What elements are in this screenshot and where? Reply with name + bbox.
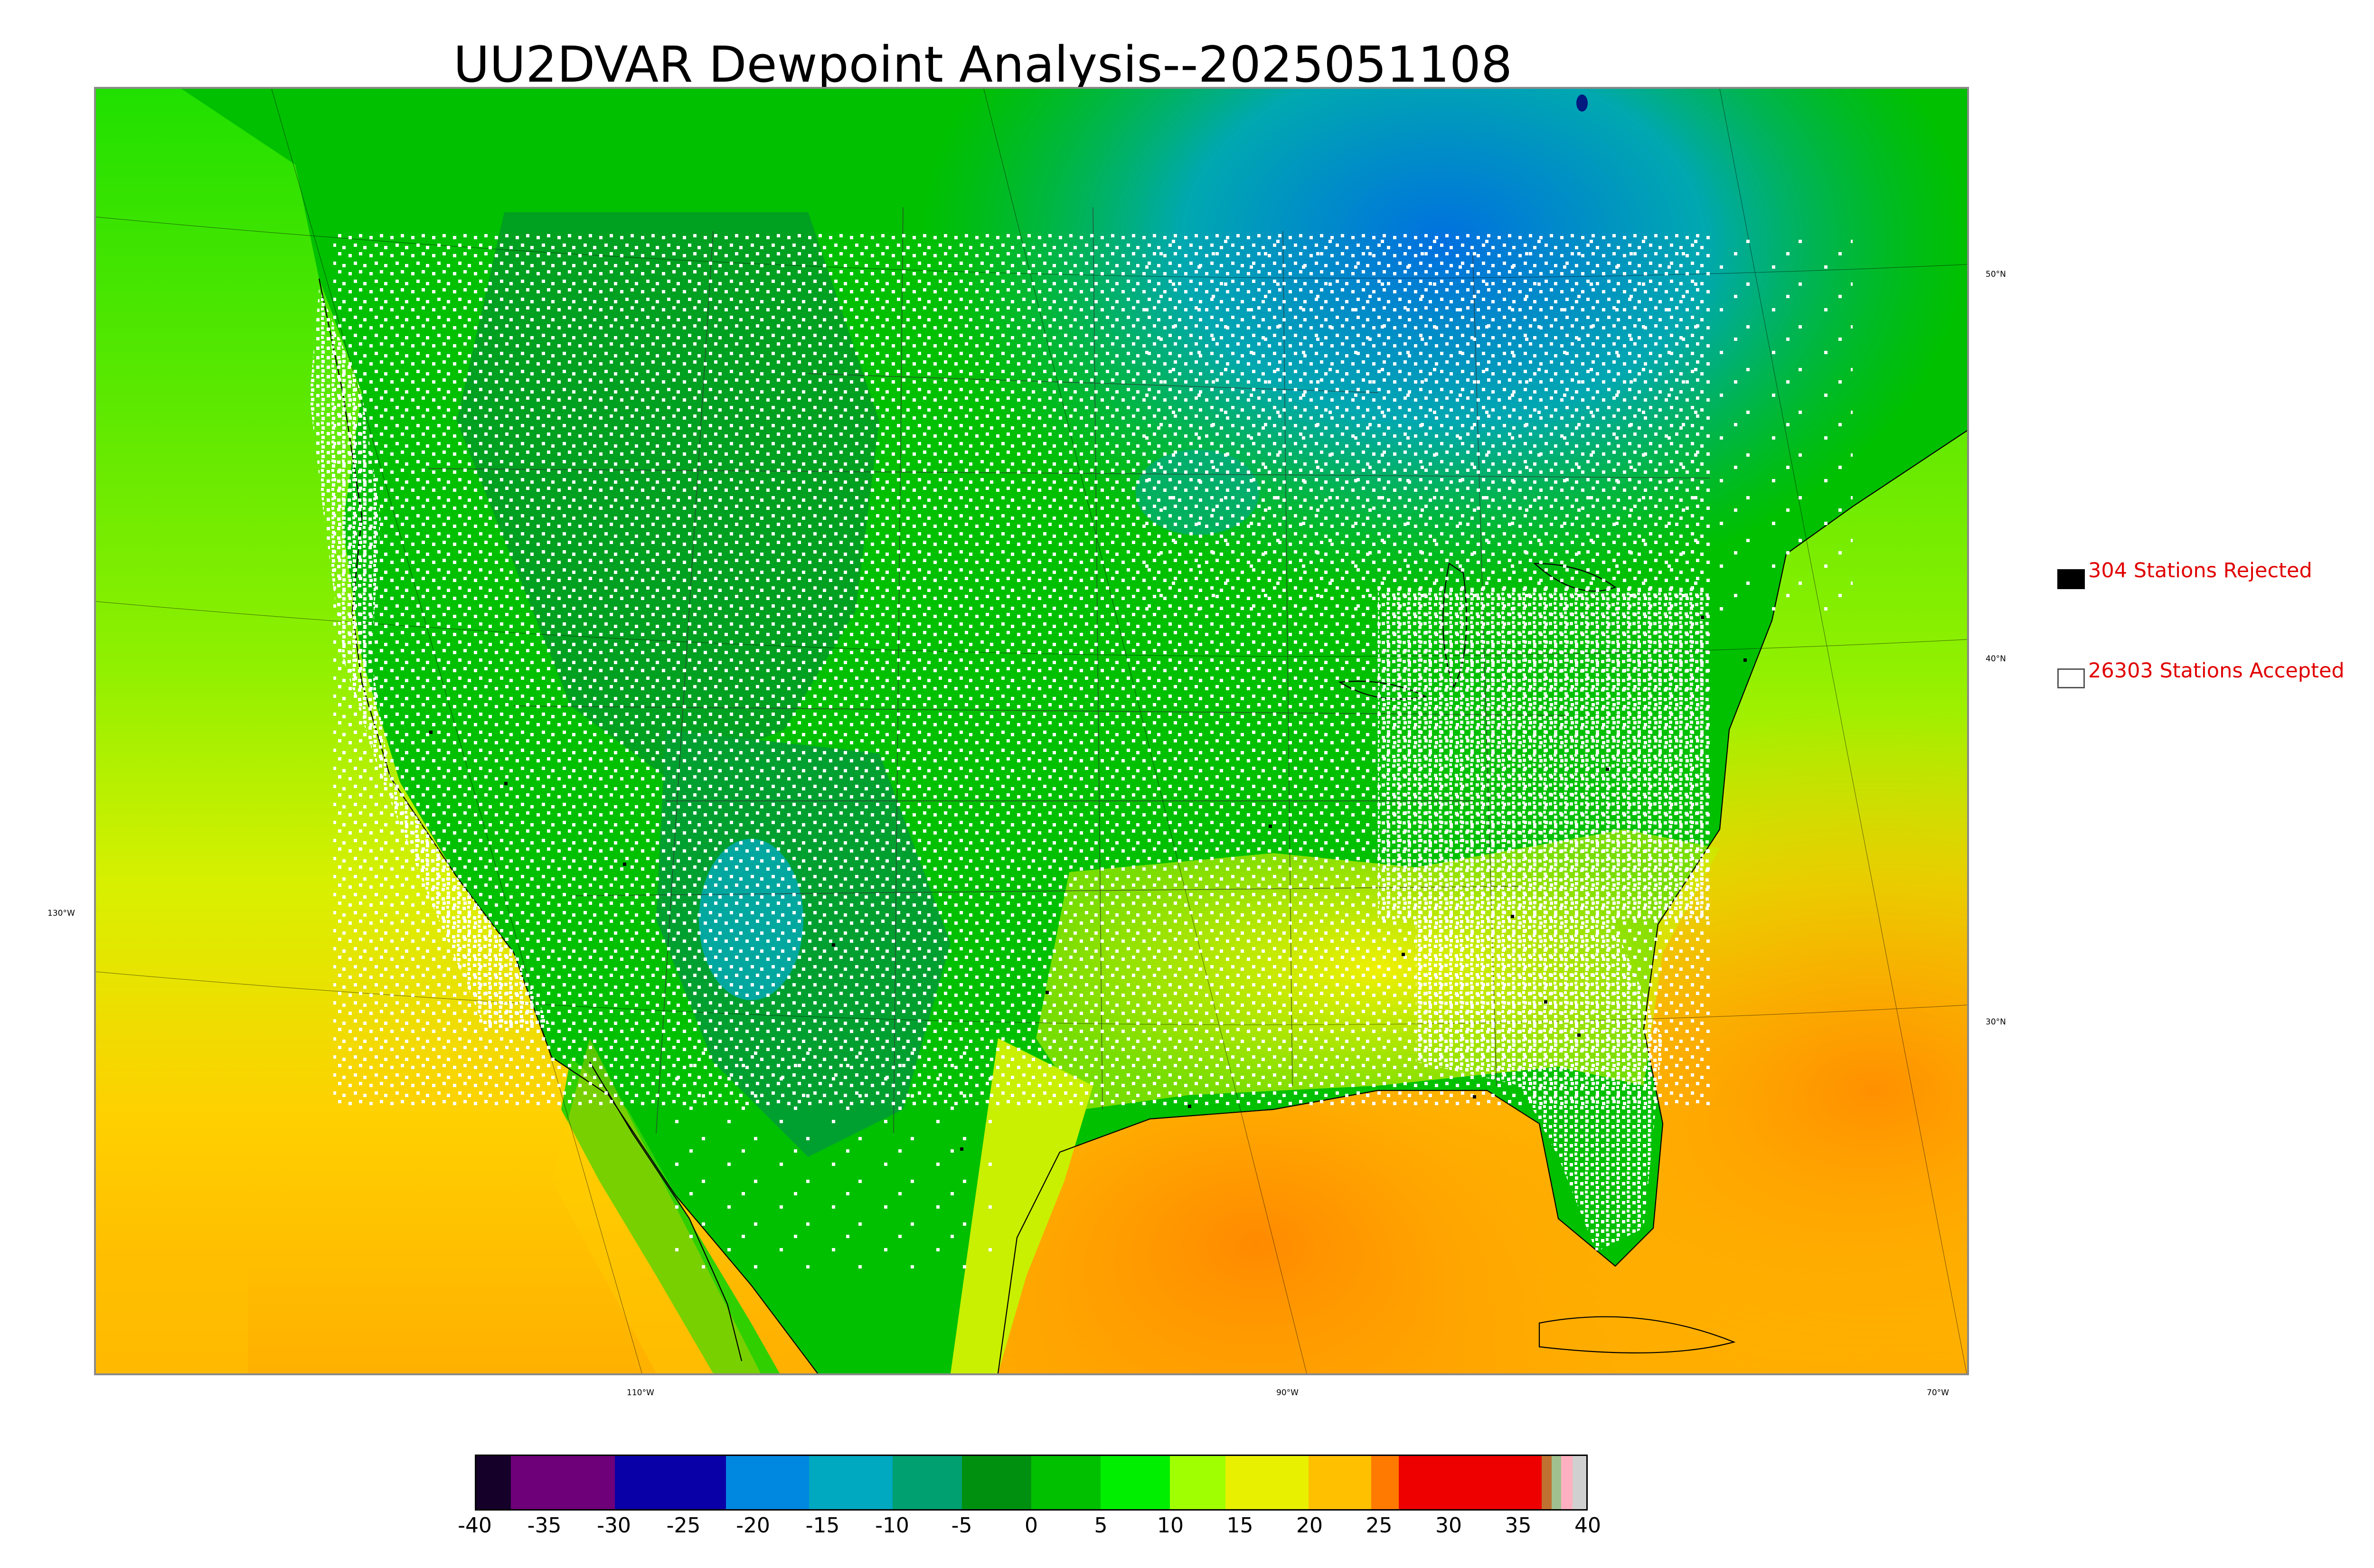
lon-label-90w: 90°W (1276, 1388, 1299, 1398)
colorbar-tick-label: 10 (1157, 1513, 1184, 1538)
colorbar-segment (1101, 1456, 1170, 1509)
colorbar-tick-label: -10 (875, 1513, 909, 1538)
colorbar-tick-label: -35 (527, 1513, 562, 1538)
colorbar-segment (1572, 1456, 1586, 1509)
lon-label-110w: 110°W (627, 1388, 654, 1398)
colorbar-segment (1309, 1456, 1371, 1509)
rejected-legend-label: 304 Stations Rejected (2088, 559, 2312, 582)
colorbar-segment (1170, 1456, 1226, 1509)
accepted-legend-label: 26303 Stations Accepted (2088, 659, 2345, 683)
dewpoint-colorbar (475, 1455, 1588, 1511)
colorbar-segment (1225, 1456, 1309, 1509)
colorbar-tick-label: 25 (1366, 1513, 1393, 1538)
lat-label-30n: 30°N (1986, 1017, 2006, 1027)
colorbar-tick-label: 35 (1505, 1513, 1532, 1538)
colorbar-tick-label: 20 (1296, 1513, 1323, 1538)
colorbar-tick-label: -40 (458, 1513, 492, 1538)
lat-label-50n: 50°N (1986, 270, 2006, 279)
colorbar-segment (726, 1456, 810, 1509)
colorbar-segment (892, 1456, 962, 1509)
colorbar-tick-label: -20 (736, 1513, 770, 1538)
colorbar-tick-label: 15 (1226, 1513, 1253, 1538)
colorbar-segment (961, 1456, 1031, 1509)
colorbar-tick-label: -5 (951, 1513, 972, 1538)
colorbar-tick-label: 30 (1435, 1513, 1462, 1538)
colorbar-segment (809, 1456, 893, 1509)
colorbar-segment (1551, 1456, 1562, 1509)
dewpoint-map (94, 87, 1969, 1375)
lat-label-40n: 40°N (1986, 654, 2006, 664)
colorbar-segment (615, 1456, 726, 1509)
map-canvas (96, 89, 1967, 1373)
colorbar-segment (1031, 1456, 1101, 1509)
colorbar-segment (1542, 1456, 1552, 1509)
accepted-stations (310, 231, 1853, 1276)
lon-label-130w: 130°W (47, 909, 75, 918)
colorbar-segment (476, 1456, 511, 1509)
colorbar-segment (1399, 1456, 1542, 1509)
colorbar-tick-label: 5 (1094, 1513, 1108, 1538)
colorbar-tick-label: -15 (805, 1513, 840, 1538)
dark-blue-lake (1576, 94, 1588, 112)
lon-label-70w: 70°W (1927, 1388, 1949, 1398)
colorbar-segment (511, 1456, 615, 1509)
rejected-stations (429, 616, 1747, 1151)
colorbar-segment (1561, 1456, 1573, 1509)
colorbar-tick-label: -30 (597, 1513, 631, 1538)
accepted-legend-swatch (2057, 668, 2085, 688)
colorbar-segment (1371, 1456, 1399, 1509)
rejected-legend-swatch (2057, 569, 2085, 589)
page-title: UU2DVAR Dewpoint Analysis--2025051108 (453, 36, 1513, 94)
colorbar-tick-label: 40 (1574, 1513, 1601, 1538)
colorbar-tick-label: 0 (1025, 1513, 1038, 1538)
colorbar-tick-label: -25 (666, 1513, 701, 1538)
